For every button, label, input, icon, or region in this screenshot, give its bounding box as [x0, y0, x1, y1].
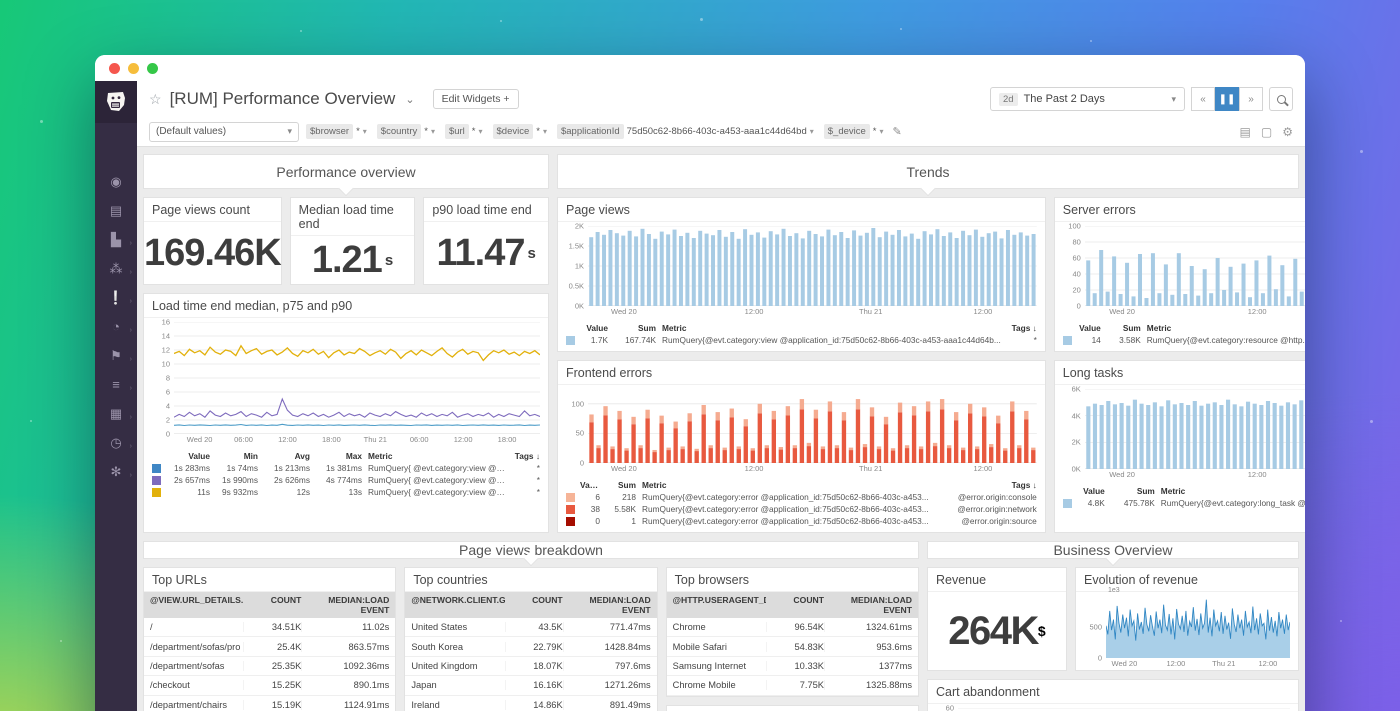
saved-views-select[interactable]: (Default values) ▾ [149, 121, 299, 142]
template-variable-applicationId[interactable]: $applicationId 75d50c62-8b66-403c-a453-aa… [556, 124, 814, 139]
group-header-performance[interactable]: Performance overview [143, 154, 549, 189]
template-variable-_device[interactable]: $_device * ▾ [823, 124, 884, 139]
group-header-business[interactable]: Business Overview [927, 541, 1299, 559]
widget-top-browsers[interactable]: Top browsers @HTTP.USERAGENT_D COUNT MEDIA… [665, 567, 919, 697]
widget-top-devices[interactable]: Top devices @HTTP.USERAGENT_DCOUNTMEDIAN… [665, 704, 919, 711]
top-browsers-table[interactable]: @HTTP.USERAGENT_D COUNT MEDIAN:LOAD EVENT C… [666, 592, 918, 696]
top-countries-table[interactable]: @NETWORK.CLIENT.GI COUNT MEDIAN:LOAD EVENT… [405, 592, 657, 711]
favorite-star-icon[interactable]: ☆ [149, 90, 162, 107]
top-urls-table[interactable]: @VIEW.URL_DETAILS.I COUNT MEDIAN:LOAD EVEN… [144, 592, 396, 711]
template-variable-browser[interactable]: $browser * ▾ [306, 124, 367, 139]
template-variable-device[interactable]: $device * ▾ [492, 124, 547, 139]
time-range-badge: 2d [999, 92, 1018, 106]
group-header-breakdown[interactable]: Page views breakdown [143, 541, 919, 559]
sidebar-nav: ◉▤▙›⁂›❕›◔›⚑›≡›▦›◷›✻› ? [95, 81, 137, 711]
page-views-legend[interactable]: Value Sum Metric Tags ↓ 1.7K 167.74K RumQuery{… [558, 320, 1045, 351]
pause-button[interactable]: ❚❚ [1215, 87, 1239, 111]
load-time-legend[interactable]: Value Min Avg Max Metric Tags ↓ 1s 283ms 1s 74m… [144, 448, 548, 503]
minimize-window-button[interactable] [128, 62, 139, 74]
widget-page-views[interactable]: Page views 0K 0.5K 1K 1.5K 2K Wed 20 12:00 Thu … [557, 197, 1046, 352]
datadog-logo[interactable] [95, 81, 137, 123]
widget-p90-load-time[interactable]: p90 load time end 11.47 s [423, 197, 550, 285]
template-variable-country[interactable]: $country * ▾ [376, 124, 435, 139]
page-views-chart: 0K 0.5K 1K 1.5K 2K Wed 20 12:00 Thu 21 12:00 [558, 222, 1045, 320]
revenue-value: 264K [948, 608, 1039, 653]
frontend-errors-chart: 0 50 100 Wed 20 12:00 Thu 21 12:00 [558, 385, 1045, 477]
template-variables-bar: (Default values) ▾ $browser * ▾ $country * ▾ $u… [137, 117, 1305, 147]
median-load-value: 1.21 [311, 238, 383, 281]
infrastructure-icon[interactable]: ⁂ › [109, 261, 133, 276]
fullscreen-icon[interactable]: ▢ [1260, 124, 1273, 139]
dashboard-header: ☆ [RUM] Performance Overview ⌄ Edit Widg… [137, 81, 1305, 117]
tv-mode-icon[interactable]: ▤ [1239, 124, 1251, 139]
titlebar [95, 55, 1305, 81]
settings-gear-icon[interactable]: ⚙ [1282, 124, 1293, 139]
integrations-icon[interactable]: ✻ › [110, 464, 132, 479]
dashboard-canvas: Performance overview Page views count 16… [137, 147, 1305, 711]
widget-top-urls[interactable]: Top URLs @VIEW.URL_DETAILS.I COUNT MEDIAN:… [143, 567, 397, 711]
group-header-trends[interactable]: Trends [557, 154, 1299, 189]
load-time-chart: 0 2 4 6 8 10 12 14 16 Wed 20 06:00 12:00 18:00 Thu 21… [144, 318, 548, 448]
widget-frontend-errors[interactable]: Frontend errors 0 50 100 Wed 20 12:00 Thu 21 1… [557, 360, 1046, 533]
close-window-button[interactable] [109, 62, 120, 74]
monitors-icon[interactable]: ❕ › [107, 290, 132, 305]
page-title: [RUM] Performance Overview [169, 89, 396, 108]
app-window: ◉▤▙›⁂›❕›◔›⚑›≡›▦›◷›✻› ? ☆ [RUM] Performan… [95, 55, 1305, 711]
events-icon[interactable]: ▤ [109, 203, 123, 218]
time-forward-button[interactable]: » [1239, 87, 1263, 111]
search-icon [1276, 94, 1286, 104]
widget-revenue[interactable]: Revenue 264K $ [927, 567, 1067, 671]
maximize-window-button[interactable] [147, 62, 158, 74]
template-variable-url[interactable]: $url * ▾ [444, 124, 483, 139]
evolution-chart: 0 500 1e3 Wed 20 12:00 Thu 21 12:00 [1076, 587, 1298, 672]
synthetics-icon[interactable]: ▦ › [109, 406, 132, 421]
security-icon[interactable]: ◷ › [110, 435, 132, 450]
zoom-search-button[interactable] [1269, 87, 1293, 111]
page-views-count-value: 169.46K [144, 231, 282, 274]
edit-widgets-button[interactable]: Edit Widgets + [432, 89, 519, 109]
frontend-errors-legend[interactable]: Value Sum Metric Tags ↓ 6 218 RumQuery{@evt.ca… [558, 477, 1045, 532]
widget-page-views-count[interactable]: Page views count 169.46K [143, 197, 282, 285]
dashboards-icon[interactable]: ▙ › [111, 232, 132, 247]
edit-variables-pencil-icon[interactable]: ✎ [892, 126, 902, 138]
widget-evolution-of-revenue[interactable]: Evolution of revenue 0 500 1e3 Wed 20 12:00 T… [1075, 567, 1299, 671]
p90-load-value: 11.47 [436, 231, 526, 274]
time-backward-button[interactable]: « [1191, 87, 1215, 111]
notebooks-icon[interactable]: ⚑ › [110, 348, 132, 363]
title-chevron-down-icon[interactable]: ⌄ [405, 93, 415, 106]
time-chevron-down-icon: ▾ [1171, 93, 1176, 104]
time-range-select[interactable]: 2d The Past 2 Days ▾ [990, 87, 1185, 111]
widget-top-countries[interactable]: Top countries @NETWORK.CLIENT.GI COUNT MED… [404, 567, 658, 711]
widget-median-load-time[interactable]: Median load time end 1.21 s [289, 197, 416, 285]
logs-icon[interactable]: ≡ › [112, 377, 132, 392]
watchdog-icon[interactable]: ◉ [110, 174, 122, 189]
apm-icon[interactable]: ◔ › [112, 319, 132, 334]
